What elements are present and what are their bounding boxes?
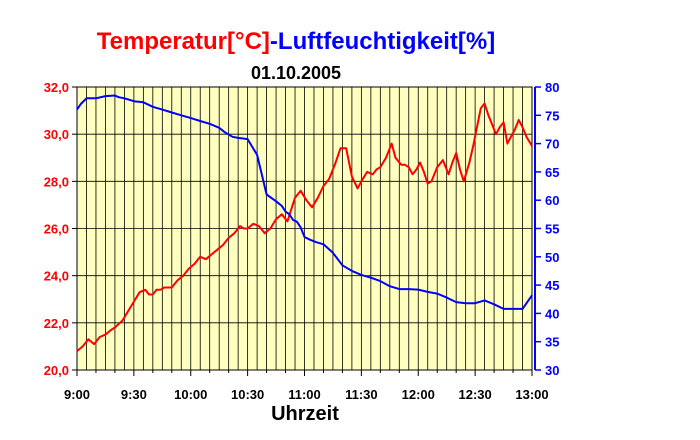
x-axis-tick-label: 13:00 xyxy=(515,387,548,402)
temperature-line xyxy=(76,102,533,352)
chart-title-temperature: Temperatur[°C] xyxy=(97,28,270,55)
right-axis-tick-label: 45 xyxy=(545,278,559,293)
series-layer xyxy=(76,94,533,352)
chart-title-separator: - xyxy=(270,28,278,55)
x-axis-tick-label: 10:00 xyxy=(174,387,207,402)
humidity-line xyxy=(76,94,533,310)
x-axis-tick-label: 10:30 xyxy=(231,387,264,402)
right-axis-tick-label: 35 xyxy=(545,335,559,350)
right-axis-tick-label: 40 xyxy=(545,306,559,321)
right-axis-tick-label: 50 xyxy=(545,250,559,265)
chart-date: 01.10.2005 xyxy=(251,63,341,83)
left-axis-tick-label: 28,0 xyxy=(44,174,69,189)
right-axis-tick-label: 80 xyxy=(545,80,559,95)
right-axis-tick-label: 70 xyxy=(545,137,559,152)
x-axis-tick-label: 12:00 xyxy=(402,387,435,402)
right-axis-tick-label: 30 xyxy=(545,363,559,378)
x-axis-tick-label: 11:00 xyxy=(288,387,321,402)
left-axis-tick-label: 26,0 xyxy=(44,222,69,237)
x-axis-tick-label: 9:30 xyxy=(121,387,147,402)
left-axis-tick-label: 20,0 xyxy=(44,363,69,378)
grid-lines xyxy=(77,87,532,370)
right-axis-tick-label: 75 xyxy=(545,108,559,123)
left-axis-tick-label: 24,0 xyxy=(44,269,69,284)
left-axis-tick-label: 22,0 xyxy=(44,316,69,331)
x-axis-tick-label: 12:30 xyxy=(459,387,492,402)
left-axis-tick-label: 30,0 xyxy=(44,127,69,142)
x-axis-label: Uhrzeit xyxy=(271,403,339,425)
right-axis-tick-label: 65 xyxy=(545,165,559,180)
left-axis: 20,0 22,0 24,0 26,0 28,0 30,0 32,0 xyxy=(44,80,77,378)
right-axis-tick-label: 55 xyxy=(545,222,559,237)
chart-title: Temperatur[°C]-Luftfeuchtigkeit[%] xyxy=(97,28,495,55)
x-axis: 9:00 9:30 10:00 10:30 11:00 11:30 12:00 12:30 13… xyxy=(64,370,549,402)
left-axis-tick-label: 32,0 xyxy=(44,80,69,95)
x-axis-tick-label: 9:00 xyxy=(64,387,90,402)
right-axis: 30 35 40 45 50 55 60 65 70 75 80 xyxy=(534,80,559,378)
chart-title-humidity: Luftfeuchtigkeit[%] xyxy=(278,28,495,55)
x-axis-tick-label: 11:30 xyxy=(345,387,378,402)
right-axis-tick-label: 60 xyxy=(545,193,559,208)
